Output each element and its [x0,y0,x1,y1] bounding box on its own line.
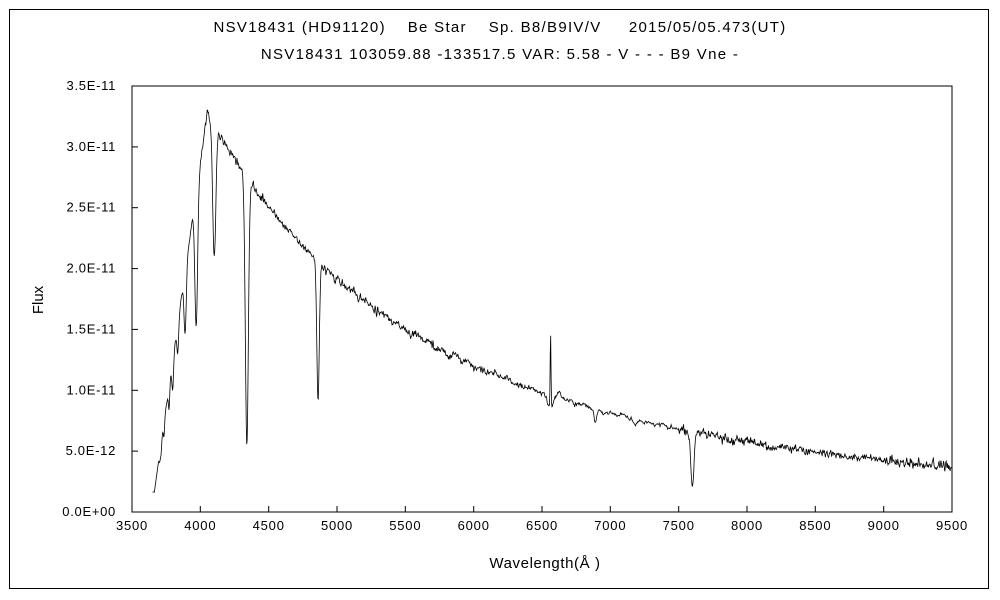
svg-text:6500: 6500 [526,518,558,533]
svg-text:2.5E-11: 2.5E-11 [67,200,116,215]
svg-text:7000: 7000 [594,518,626,533]
svg-text:5500: 5500 [389,518,421,533]
svg-text:4000: 4000 [184,518,216,533]
svg-text:5.0E-12: 5.0E-12 [66,443,116,458]
svg-text:5000: 5000 [321,518,353,533]
svg-text:9500: 9500 [936,518,968,533]
svg-text:8500: 8500 [799,518,831,533]
svg-text:3500: 3500 [116,518,148,533]
svg-text:Flux: Flux [30,285,47,314]
svg-text:1.5E-11: 1.5E-11 [67,321,116,336]
svg-text:8000: 8000 [731,518,763,533]
svg-text:3.0E-11: 3.0E-11 [67,139,116,154]
svg-text:1.0E-11: 1.0E-11 [67,382,116,397]
svg-text:4500: 4500 [253,518,285,533]
svg-text:9000: 9000 [868,518,900,533]
svg-text:Wavelength(Å ): Wavelength(Å ) [489,555,600,572]
svg-text:6000: 6000 [458,518,490,533]
svg-text:3.5E-11: 3.5E-11 [67,78,116,93]
svg-text:7500: 7500 [663,518,695,533]
svg-text:0.0E+00: 0.0E+00 [62,504,116,519]
svg-text:2.0E-11: 2.0E-11 [67,261,116,276]
